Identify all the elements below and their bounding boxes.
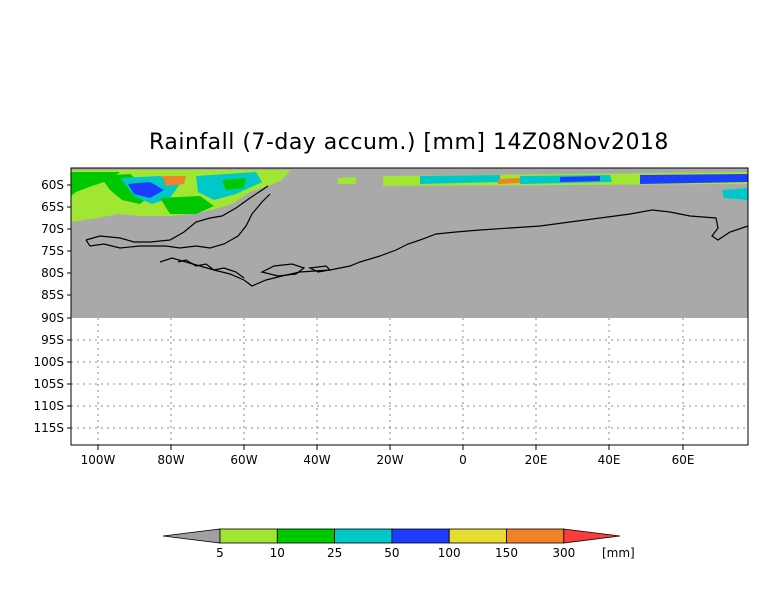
map-frame <box>70 167 749 446</box>
colorbar-threshold-label: 50 <box>384 546 399 560</box>
lon-label: 20W <box>376 453 403 467</box>
lon-label: 60E <box>672 453 695 467</box>
colorbar: 5 10 25 50 100 150 300 [mm] <box>162 528 635 560</box>
colorbar-swatches <box>162 528 621 544</box>
colorbar-threshold-label: 10 <box>270 546 285 560</box>
lat-labels: 60S 65S 70S 75S 80S 85S 90S 95S 100S 105… <box>33 178 64 435</box>
colorbar-swatch <box>391 528 450 544</box>
lon-label: 60W <box>230 453 257 467</box>
lat-label: 60S <box>41 178 64 192</box>
lat-label: 85S <box>41 288 64 302</box>
lat-label: 105S <box>33 377 64 391</box>
lat-label: 110S <box>33 399 64 413</box>
colorbar-threshold-label: 25 <box>327 546 342 560</box>
colorbar-threshold-label: 5 <box>216 546 224 560</box>
colorbar-swatch <box>506 528 565 544</box>
colorbar-swatch <box>219 528 278 544</box>
lat-label: 65S <box>41 200 64 214</box>
lon-label: 100W <box>81 453 116 467</box>
colorbar-swatch <box>448 528 507 544</box>
colorbar-threshold-label: 150 <box>495 546 518 560</box>
lon-label: 0 <box>459 453 467 467</box>
lat-label: 90S <box>41 311 64 325</box>
lat-label: 75S <box>41 244 64 258</box>
map-title: Rainfall (7-day accum.) [mm] 14Z08Nov201… <box>149 130 669 155</box>
lon-label: 20E <box>525 453 548 467</box>
colorbar-swatch <box>334 528 393 544</box>
lat-label: 100S <box>33 355 64 369</box>
lon-label: 40E <box>598 453 621 467</box>
colorbar-threshold-label: 300 <box>552 546 575 560</box>
colorbar-swatch <box>276 528 335 544</box>
colorbar-swatch-high <box>563 528 621 544</box>
lat-label: 115S <box>33 421 64 435</box>
colorbar-labels: 5 10 25 50 100 150 300 <box>216 546 575 560</box>
lat-label: 95S <box>41 333 64 347</box>
lat-label: 80S <box>41 266 64 280</box>
colorbar-threshold-label: 100 <box>438 546 461 560</box>
coastline <box>85 185 749 287</box>
colorbar-swatch-low <box>162 528 221 544</box>
rainfall-field <box>71 170 748 222</box>
colorbar-unit: [mm] <box>602 546 635 560</box>
lat-label: 70S <box>41 222 64 236</box>
lat-ticks <box>67 184 71 429</box>
lon-label: 40W <box>303 453 330 467</box>
gridlines <box>71 318 748 445</box>
lon-ticks <box>97 445 684 450</box>
lon-labels: 100W 80W 60W 40W 20W 0 20E 40E 60E <box>81 453 695 467</box>
lon-label: 80W <box>157 453 184 467</box>
map-panel: 60S 65S 70S 75S 80S 85S 90S 95S 100S 105… <box>33 167 749 467</box>
